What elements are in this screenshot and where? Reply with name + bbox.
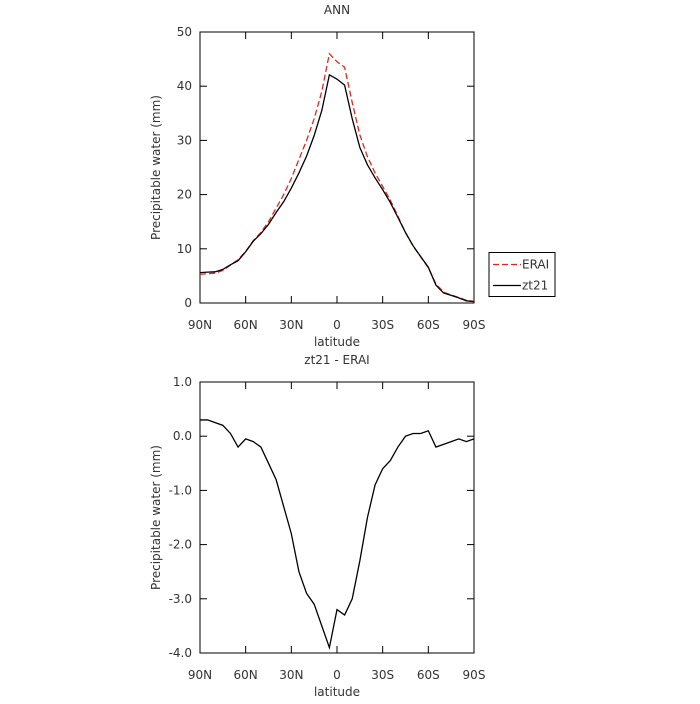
x-tick-label: 30S	[371, 318, 394, 332]
x-tick-label: 30N	[279, 668, 303, 682]
data-line	[200, 419, 475, 651]
y-axis-label: Precipitable water (mm)	[149, 445, 163, 590]
x-tick-label: 30N	[279, 318, 303, 332]
x-tick-label: 90S	[463, 668, 486, 682]
legend-box	[488, 252, 556, 297]
y-tick-label: 30	[177, 133, 192, 147]
y-tick-label: 50	[177, 25, 192, 39]
y-tick-label: 10	[177, 242, 192, 256]
legend-label: ERAI	[522, 258, 549, 272]
x-axis-label: latitude	[314, 335, 360, 349]
chart-title: ANN	[324, 3, 350, 17]
x-tick-label: 60S	[417, 318, 440, 332]
x-tick-label: 60N	[234, 318, 258, 332]
x-tick-label: 90N	[188, 668, 212, 682]
chart-title: zt21 - ERAI	[304, 353, 369, 367]
x-tick-label: 60S	[417, 668, 440, 682]
x-tick-label: 30S	[371, 668, 394, 682]
y-tick-label: -4.0	[169, 646, 192, 660]
x-tick-label: 0	[333, 318, 341, 332]
y-tick-label: 40	[177, 79, 192, 93]
plot-frame	[199, 31, 475, 304]
y-tick-label: 20	[177, 188, 192, 202]
y-tick-label: 0	[184, 296, 192, 310]
legend-label: zt21	[522, 279, 548, 293]
x-tick-label: 90S	[463, 318, 486, 332]
x-tick-label: 60N	[234, 668, 258, 682]
y-tick-label: -3.0	[169, 592, 192, 606]
y-axis-label: Precipitable water (mm)	[149, 95, 163, 240]
y-tick-label: -2.0	[169, 538, 192, 552]
x-tick-label: 0	[333, 668, 341, 682]
data-line	[199, 73, 475, 303]
y-tick-label: -1.0	[169, 483, 192, 497]
y-tick-label: 0.0	[173, 429, 192, 443]
y-tick-label: 1.0	[173, 375, 192, 389]
data-line	[199, 52, 475, 303]
x-tick-label: 90N	[188, 318, 212, 332]
x-axis-label: latitude	[314, 685, 360, 699]
